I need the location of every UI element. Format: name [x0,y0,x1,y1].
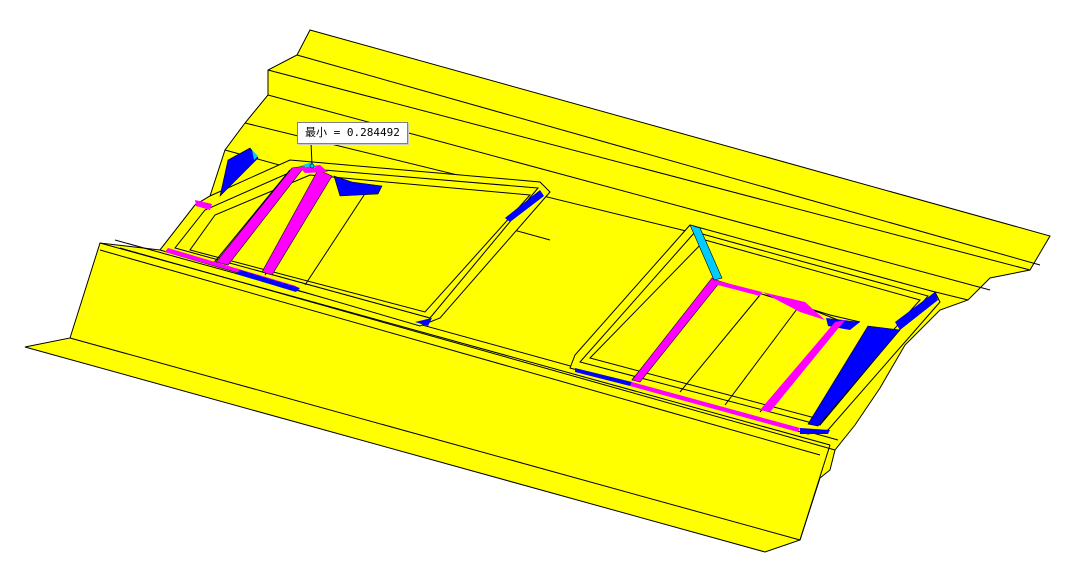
min-marker-leader [310,141,313,166]
left-pocket [159,147,551,327]
min-value-annotation: 最小 = 0.284492 [297,122,408,144]
left-rib-thin-zone-2 [261,169,333,276]
left-pocket-thick-zone [333,175,383,197]
left-rib-thin-zone [215,165,306,266]
min-marker-point [309,163,315,169]
min-value-label: 最小 = 0.284492 [305,126,400,139]
right-pocket-transition-zone [689,224,723,281]
right-pocket [569,224,941,435]
